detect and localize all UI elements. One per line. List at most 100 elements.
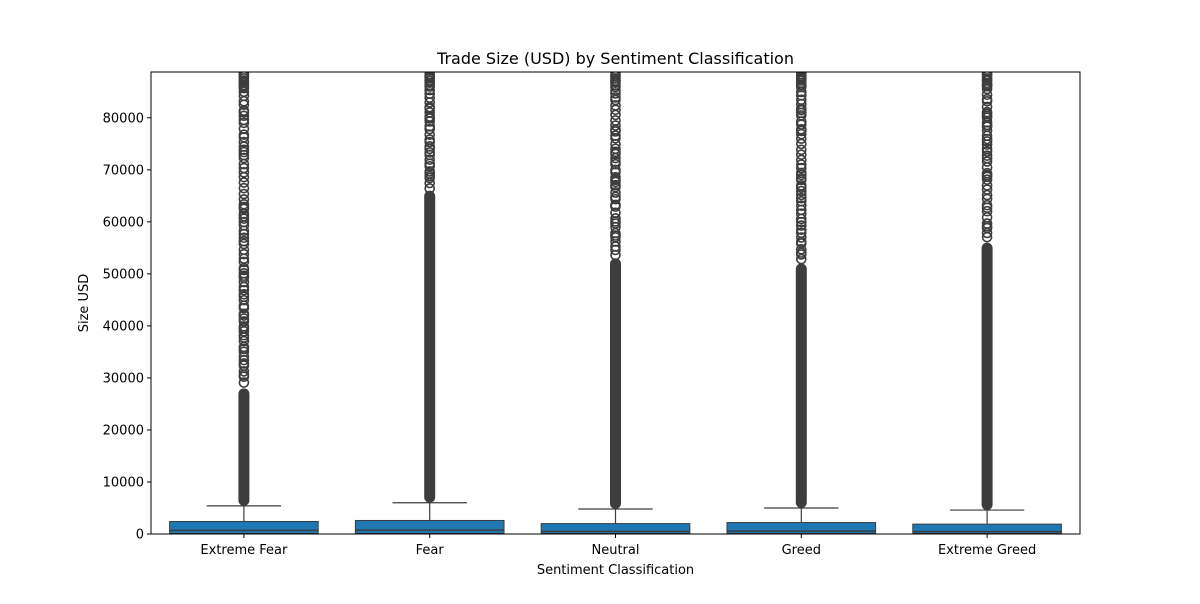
fliers-3 (795, 72, 807, 508)
flier-point (424, 154, 436, 165)
flier-point (981, 156, 993, 167)
y-axis: 0 10000 20000 30000 40000 50000 60000 70000 8000… (103, 111, 151, 543)
x-axis-label: Sentiment Classification (537, 563, 694, 578)
flier-point (981, 79, 993, 91)
box-group-1 (354, 72, 505, 534)
flier-point (795, 79, 807, 91)
flier-point (981, 199, 993, 211)
flier-point (238, 326, 250, 337)
flier-point (238, 199, 250, 210)
flier-point (424, 147, 436, 158)
fliers-1 (424, 72, 436, 503)
flier-point (238, 162, 250, 174)
flier-point (424, 107, 436, 118)
flier-point (424, 123, 436, 135)
flier-dense-column (238, 388, 250, 506)
flier-point (238, 182, 250, 194)
flier-point (424, 79, 436, 91)
y-tick-label: 0 (136, 528, 144, 543)
flier-point (610, 199, 621, 211)
flier-point (238, 248, 250, 260)
box-iqr (912, 523, 1062, 534)
flier-point (610, 207, 621, 219)
flier-point (238, 321, 250, 332)
plot-area (169, 72, 1062, 534)
flier-point (795, 159, 807, 170)
y-tick-label: 70000 (103, 163, 144, 178)
flier-point (981, 174, 993, 185)
flier-point (610, 187, 621, 198)
flier-dense-column (610, 258, 621, 510)
flier-point (981, 93, 993, 105)
flier-point (238, 294, 250, 306)
flier-point (795, 192, 807, 204)
flier-point (424, 121, 436, 132)
flier-dense-column (795, 263, 807, 508)
flier-point (238, 288, 250, 300)
flier-point (238, 268, 250, 279)
flier-point (238, 316, 250, 327)
x-axis: Extreme Fear Fear Neutral Greed Extreme Gree… (200, 534, 1036, 558)
flier-point (610, 172, 621, 183)
y-tick-label: 80000 (103, 111, 144, 126)
flier-point (610, 164, 621, 176)
flier-point (610, 115, 621, 126)
flier-point (981, 184, 993, 195)
flier-point (238, 358, 250, 369)
flier-point (238, 144, 250, 156)
flier-point (238, 117, 250, 129)
flier-point (238, 232, 250, 244)
flier-point (424, 141, 436, 152)
flier-point (795, 195, 807, 207)
chart-title: Trade Size (USD) by Sentiment Classifica… (436, 49, 794, 68)
flier-point (610, 156, 621, 168)
box-iqr (169, 521, 319, 534)
flier-point (610, 100, 621, 111)
fliers-0 (238, 72, 250, 506)
flier-point (238, 79, 250, 91)
x-tick-label: Fear (416, 543, 445, 558)
flier-point (610, 120, 621, 131)
flier-point (610, 146, 621, 158)
flier-point (795, 185, 807, 197)
flier-point (238, 366, 250, 377)
flier-point (981, 150, 993, 161)
y-tick-label: 40000 (103, 319, 144, 334)
flier-point (795, 232, 807, 243)
flier-point (424, 183, 436, 194)
flier-point (238, 235, 250, 247)
flier-point (795, 154, 807, 166)
flier-point (610, 179, 621, 191)
flier-point (238, 284, 250, 296)
flier-point (981, 205, 993, 217)
flier-point (795, 224, 807, 236)
flier-point (610, 143, 621, 155)
flier-point (238, 188, 250, 200)
flier-point (238, 313, 250, 324)
flier-point (981, 101, 993, 113)
box-group-3 (726, 72, 877, 534)
box-iqr (354, 519, 505, 534)
flier-point (795, 208, 807, 220)
box-group-2 (540, 72, 691, 534)
box-group-0 (169, 72, 319, 534)
flier-point (795, 94, 807, 106)
flier-point (795, 253, 807, 265)
flier-point (795, 220, 807, 231)
flier-point (610, 213, 621, 224)
flier-point (610, 92, 621, 103)
flier-dense-column (981, 242, 993, 511)
fliers-2 (610, 72, 621, 510)
flier-point (238, 377, 250, 388)
y-tick-label: 10000 (103, 475, 144, 490)
flier-point (795, 144, 807, 156)
flier-point (238, 152, 250, 164)
flier-point (238, 256, 250, 268)
fliers-4 (981, 72, 993, 511)
x-tick-label: Neutral (592, 543, 640, 558)
flier-point (795, 149, 807, 160)
flier-point (238, 129, 250, 141)
box-iqr (540, 523, 691, 534)
flier-point (795, 180, 807, 191)
